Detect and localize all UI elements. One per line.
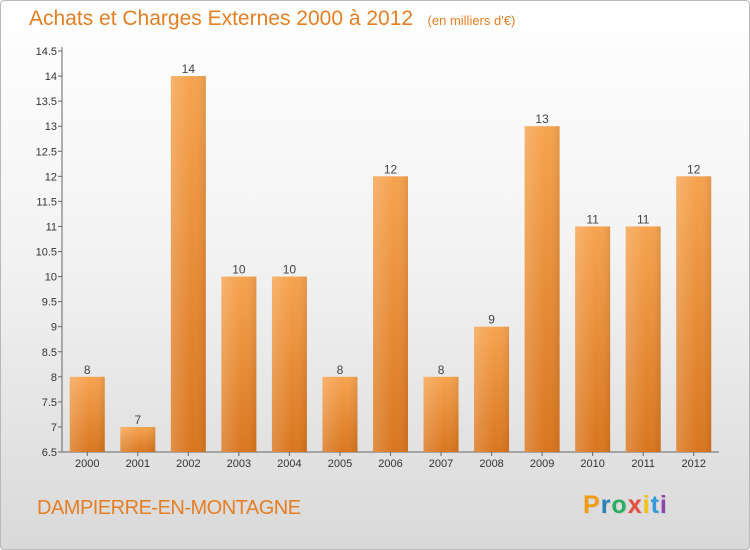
bars-group: 8 7 14 10 10 8 12 8 9 13 11 11 12 [69,62,712,452]
x-tick-label: 2005 [328,458,352,470]
bar-shine [69,376,105,452]
bar-shine [575,226,611,452]
logo-letter: t [650,491,660,519]
bar-shine [524,126,560,452]
data-label: 12 [687,162,701,176]
data-label: 10 [232,263,246,277]
y-tick-label: 7.5 [42,397,57,409]
chart-title: Achats et Charges Externes 2000 à 2012 [29,7,414,30]
data-label: 13 [535,112,549,126]
bar-shine [221,276,257,452]
ticks-group: 6.5 7 7.5 8 8.5 9 9.5 10 10.5 11 11.5 12 12.5 13 13.5 1… [36,46,706,470]
y-tick-label: 13.5 [36,96,57,108]
data-label: 14 [182,62,196,76]
y-tick-label: 7 [51,422,57,434]
proxiti-logo[interactable]: Proxiti [583,491,668,520]
y-tick-label: 11.5 [36,196,57,208]
bar-shine [322,376,358,452]
x-tick-label: 2007 [429,458,453,470]
y-tick-label: 8.5 [42,347,57,359]
data-label: 11 [586,212,599,226]
data-label: 10 [283,263,297,277]
y-tick-label: 8 [51,372,57,384]
y-tick-label: 6.5 [42,447,57,459]
data-label: 7 [134,413,141,427]
bar-shine [120,426,156,452]
y-tick-label: 14.5 [36,46,57,58]
title-row: Achats et Charges Externes 2000 à 2012 (… [29,7,515,31]
data-label: 9 [488,313,495,327]
x-tick-label: 2006 [378,458,402,470]
logo-letter: i [659,491,668,519]
y-tick-label: 11 [46,221,57,233]
data-label: 8 [84,363,91,377]
y-tick-label: 9.5 [42,297,57,309]
x-tick-label: 2008 [479,458,503,470]
x-tick-label: 2001 [126,458,150,470]
x-tick-label: 2004 [277,458,301,470]
data-label: 8 [438,363,445,377]
x-tick-label: 2003 [227,458,251,470]
logo-letter: P [583,491,601,519]
y-tick-label: 10 [45,272,57,284]
x-tick-label: 2011 [631,458,655,470]
bar-shine [271,276,307,452]
bar-shine [170,76,206,452]
bar-shine [373,176,408,452]
bar-shine [474,326,510,452]
x-tick-label: 2010 [580,458,604,470]
y-tick-label: 10.5 [36,247,57,259]
bar-shine [423,376,459,452]
y-tick-label: 14 [45,71,57,83]
logo-letter: o [611,491,628,519]
data-label: 11 [637,212,650,226]
bar-shine [676,176,712,452]
logo-letter: i [642,491,651,519]
y-tick-label: 9 [51,322,57,334]
logo-letter: x [627,491,643,519]
logo-letter: r [600,491,612,519]
x-tick-label: 2009 [530,458,554,470]
y-tick-label: 13 [45,121,57,133]
x-tick-label: 2002 [176,458,200,470]
y-tick-label: 12.5 [36,146,57,158]
data-label: 12 [384,162,398,176]
commune-name: DAMPIERRE-EN-MONTAGNE [37,497,301,519]
x-tick-label: 2000 [75,458,99,470]
bar-shine [625,226,661,452]
chart-unit: (en milliers d'€) [427,13,516,28]
data-label: 8 [337,363,344,377]
x-tick-label: 2012 [681,458,705,470]
y-tick-label: 12 [45,171,57,183]
